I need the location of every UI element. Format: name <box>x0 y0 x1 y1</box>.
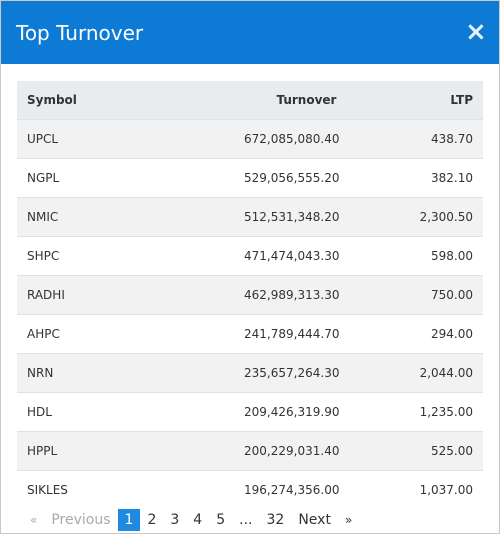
table-header: Symbol Turnover LTP <box>17 81 483 120</box>
table-row: RADHI 462,989,313.30 750.00 <box>17 275 483 315</box>
prev-arrow-icon: « <box>30 513 38 527</box>
cell-symbol: NRN <box>17 353 170 393</box>
cell-turnover: 209,426,319.90 <box>169 392 340 432</box>
table-row: AHPC 241,789,444.70 294.00 <box>17 314 483 354</box>
page-button-5[interactable]: 5 <box>216 512 226 528</box>
turnover-table: Symbol Turnover LTP UPCL 672,085,080.40 … <box>17 81 483 509</box>
modal-header: Top Turnover × <box>1 1 499 64</box>
cell-turnover: 672,085,080.40 <box>169 119 340 159</box>
cell-ltp: 2,300.50 <box>339 197 483 237</box>
page-button-last[interactable]: 32 <box>266 512 285 528</box>
cell-symbol: UPCL <box>17 119 170 159</box>
table-row: HDL 209,426,319.90 1,235.00 <box>17 392 483 432</box>
table-row: HPPL 200,229,031.40 525.00 <box>17 431 483 471</box>
page-button-4[interactable]: 4 <box>193 512 203 528</box>
cell-symbol: NGPL <box>17 158 170 198</box>
column-header-ltp: LTP <box>339 81 483 120</box>
cell-ltp: 598.00 <box>339 236 483 276</box>
page-button-3[interactable]: 3 <box>170 512 180 528</box>
cell-symbol: HPPL <box>17 431 170 471</box>
cell-ltp: 382.10 <box>339 158 483 198</box>
previous-button[interactable]: Previous <box>51 512 111 528</box>
pagination: « Previous 1 2 3 4 5 ... 32 Next » <box>23 509 359 531</box>
cell-turnover: 200,229,031.40 <box>169 431 340 471</box>
modal-title: Top Turnover <box>16 21 144 45</box>
cell-turnover: 512,531,348.20 <box>169 197 340 237</box>
table-row: NGPL 529,056,555.20 382.10 <box>17 158 483 198</box>
next-button[interactable]: Next <box>298 512 331 528</box>
cell-turnover: 462,989,313.30 <box>169 275 340 315</box>
table-row: NRN 235,657,264.30 2,044.00 <box>17 353 483 393</box>
cell-ltp: 294.00 <box>339 314 483 354</box>
cell-symbol: HDL <box>17 392 170 432</box>
cell-turnover: 196,274,356.00 <box>169 470 340 509</box>
page-button-2[interactable]: 2 <box>147 512 157 528</box>
table-row: SHPC 471,474,043.30 598.00 <box>17 236 483 276</box>
column-header-symbol: Symbol <box>17 81 170 120</box>
cell-turnover: 471,474,043.30 <box>169 236 340 276</box>
cell-ltp: 438.70 <box>339 119 483 159</box>
cell-symbol: RADHI <box>17 275 170 315</box>
cell-turnover: 241,789,444.70 <box>169 314 340 354</box>
cell-turnover: 235,657,264.30 <box>169 353 340 393</box>
cell-ltp: 1,235.00 <box>339 392 483 432</box>
cell-symbol: SHPC <box>17 236 170 276</box>
cell-symbol: SIKLES <box>17 470 170 509</box>
cell-ltp: 2,044.00 <box>339 353 483 393</box>
table-row: NMIC 512,531,348.20 2,300.50 <box>17 197 483 237</box>
table-body: UPCL 672,085,080.40 438.70 NGPL 529,056,… <box>17 119 483 509</box>
next-arrow-icon[interactable]: » <box>344 513 353 527</box>
cell-ltp: 750.00 <box>339 275 483 315</box>
cell-symbol: NMIC <box>17 197 170 237</box>
cell-ltp: 1,037.00 <box>339 470 483 509</box>
column-header-turnover-label: Turnover <box>276 93 337 107</box>
cell-symbol: AHPC <box>17 314 170 354</box>
cell-turnover: 529,056,555.20 <box>169 158 340 198</box>
table-row: UPCL 672,085,080.40 438.70 <box>17 119 483 159</box>
close-icon[interactable]: × <box>465 17 487 47</box>
pagination-ellipsis: ... <box>239 512 253 528</box>
page-button-1[interactable]: 1 <box>117 509 141 531</box>
header-row: Symbol Turnover LTP <box>17 81 483 120</box>
table-row: SIKLES 196,274,356.00 1,037.00 <box>17 470 483 509</box>
column-header-turnover: Turnover <box>169 81 340 120</box>
cell-ltp: 525.00 <box>339 431 483 471</box>
turnover-table-container: Symbol Turnover LTP UPCL 672,085,080.40 … <box>17 81 483 509</box>
